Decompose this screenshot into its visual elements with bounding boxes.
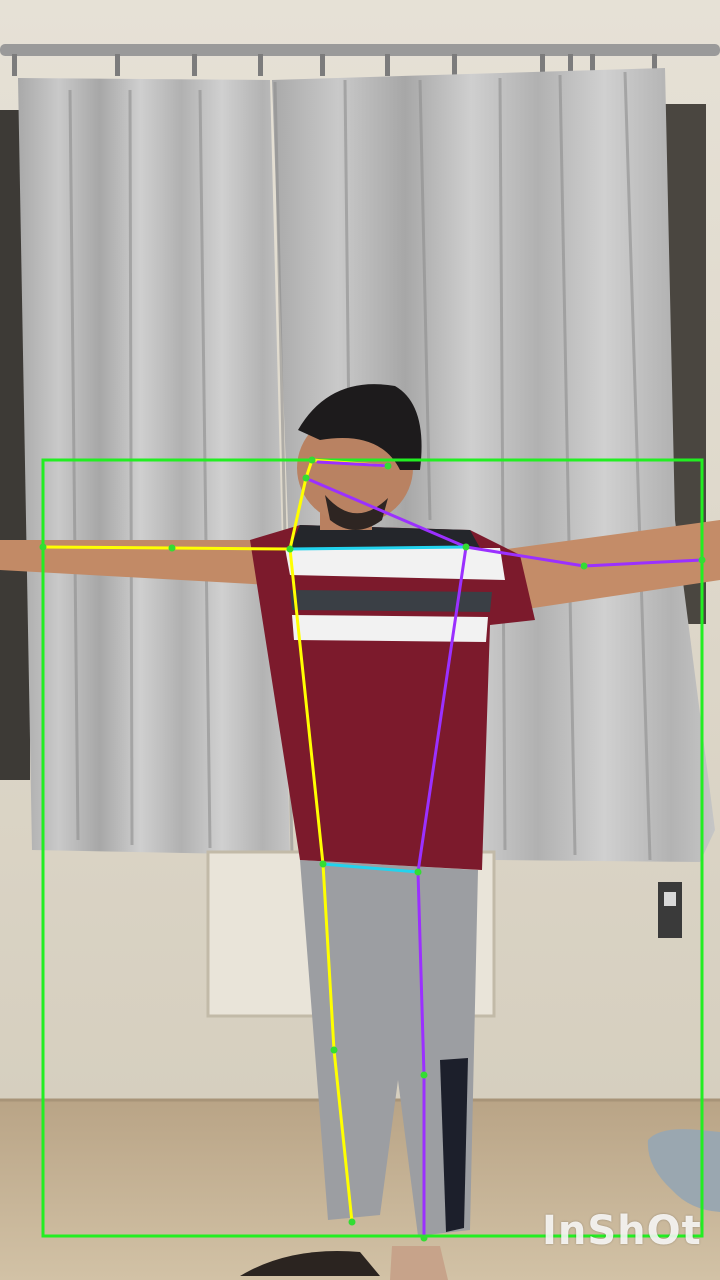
keypoint-left-wrist (39, 543, 47, 551)
curtain-rod (0, 44, 720, 56)
keypoint-left-elbow (168, 544, 176, 552)
pose-skeleton (41, 458, 704, 1240)
keypoint-left-ankle (348, 1218, 356, 1226)
keypoint-right-ankle (420, 1234, 428, 1242)
keypoint-right-elbow (580, 562, 588, 570)
pose-keypoints (39, 456, 706, 1242)
keypoint-right-shoulder (462, 543, 470, 551)
inshot-watermark: InShOt (542, 1208, 702, 1254)
left-forearm-line (41, 545, 174, 550)
right-thigh-line (416, 870, 426, 1077)
left-upper-arm-line (170, 546, 292, 551)
right-upper-arm-line (464, 545, 586, 568)
left-arm (0, 540, 270, 585)
left-foot (240, 1251, 380, 1276)
right-face-line (316, 460, 392, 468)
left-torso-line (288, 547, 325, 866)
left-neck-line (288, 476, 308, 551)
curtain-rings (12, 54, 657, 76)
hair (298, 384, 422, 470)
keypoint-left-hip (319, 860, 327, 868)
hip-connector (321, 862, 420, 874)
left-shin-line (332, 1048, 354, 1224)
left-thigh-line (321, 862, 336, 1052)
keypoint-left-knee (330, 1046, 338, 1054)
keypoint-ear (384, 462, 392, 470)
keypoint-nose (308, 456, 316, 464)
shoulder-connector (288, 545, 468, 551)
keypoint-mouth (302, 474, 310, 482)
keypoint-right-hip (414, 868, 422, 876)
keypoint-right-wrist (698, 556, 706, 564)
right-forearm-line (582, 558, 704, 568)
detection-bounding-box (41, 458, 704, 1238)
right-neck-line (308, 478, 468, 549)
keypoint-right-knee (420, 1071, 428, 1079)
right-torso-line (416, 545, 468, 874)
curtain-left (18, 78, 290, 855)
keypoint-left-shoulder (286, 545, 294, 553)
person (0, 384, 720, 1280)
wall-switch (658, 882, 682, 938)
